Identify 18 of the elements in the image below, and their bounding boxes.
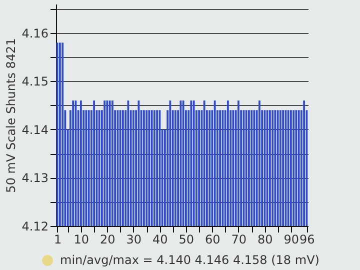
x-tick-label: 50: [178, 232, 194, 246]
y-tick-label: 4.12: [22, 220, 48, 234]
x-tick-label: 30: [126, 232, 142, 246]
y-tick-label: 4.14: [22, 122, 48, 137]
x-tick-label: 96: [300, 232, 315, 246]
y-tick-label: 4.15: [22, 74, 48, 89]
x-tick-label: 20: [100, 232, 116, 246]
y-tick-label: 4.16: [22, 26, 48, 40]
x-tick-label: 1: [54, 232, 62, 246]
x-tick-label: 60: [205, 232, 220, 246]
x-tick-label: 90: [284, 232, 300, 246]
x-tick-label: 40: [152, 232, 168, 246]
x-tick-label: 70: [231, 232, 247, 246]
x-tick-label: 10: [74, 232, 90, 246]
y-tick-label: 4.13: [22, 171, 48, 186]
text: min/avg/max = 4.140 4.146 4.158 (18 mV): [60, 253, 320, 267]
y-axis-title: 50 mV Scale Shunts 8421: [4, 38, 18, 193]
x-tick-label: 80: [258, 232, 273, 246]
